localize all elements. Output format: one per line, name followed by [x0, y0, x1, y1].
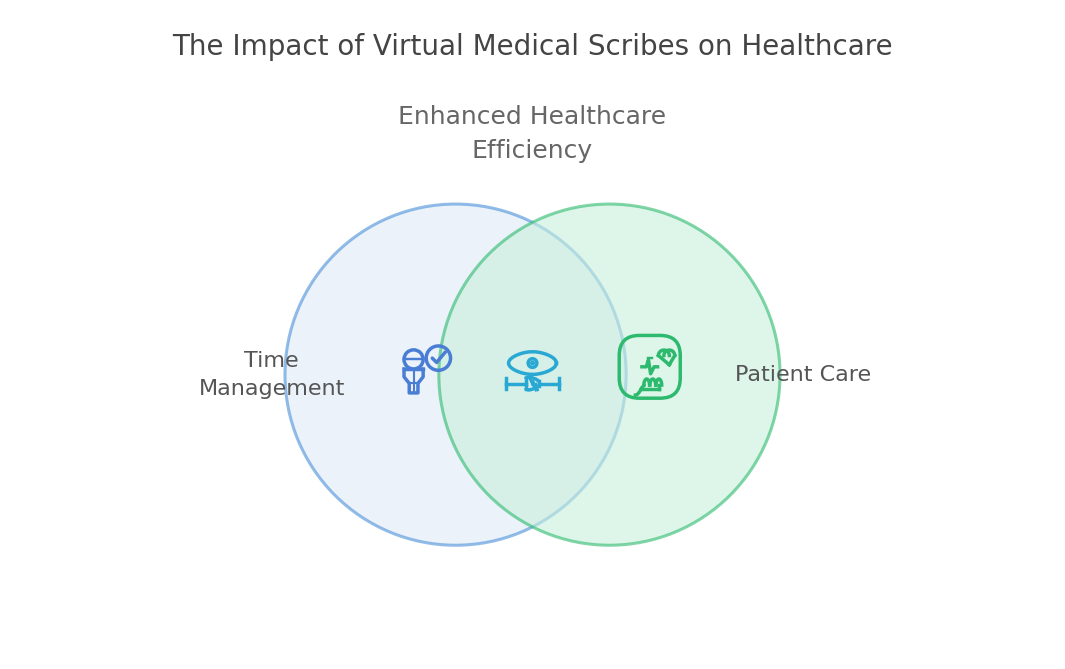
Text: Patient Care: Patient Care	[735, 365, 871, 385]
Text: Time
Management: Time Management	[198, 351, 345, 399]
Text: Enhanced Healthcare
Efficiency: Enhanced Healthcare Efficiency	[398, 105, 667, 163]
Circle shape	[530, 361, 535, 365]
Text: The Impact of Virtual Medical Scribes on Healthcare: The Impact of Virtual Medical Scribes on…	[173, 33, 892, 61]
Circle shape	[439, 204, 780, 545]
Circle shape	[285, 204, 626, 545]
